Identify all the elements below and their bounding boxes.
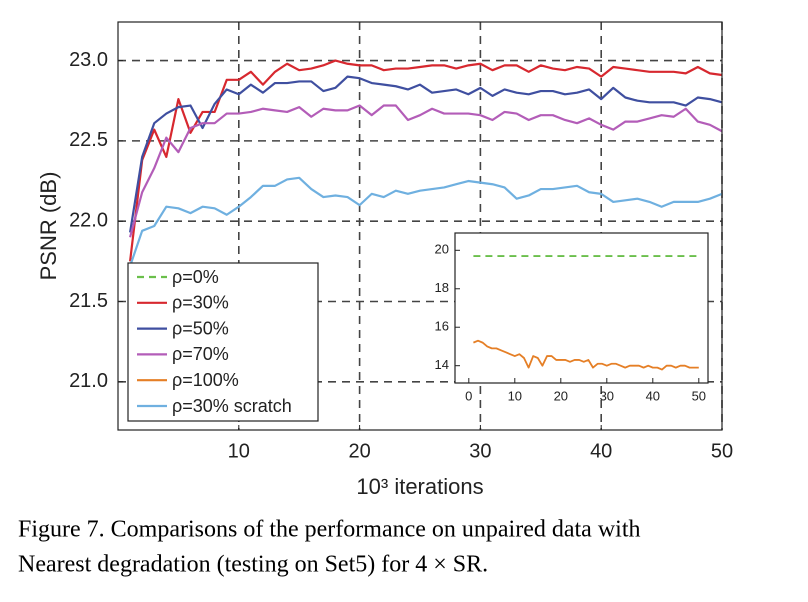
y-tick-label: 22.0 — [69, 209, 108, 231]
y-tick-label: 14 — [435, 357, 449, 372]
y-tick-label: 20 — [435, 242, 449, 257]
caption-line: Nearest degradation (testing on Set5) fo… — [18, 552, 488, 578]
x-tick-label: 50 — [692, 388, 706, 403]
y-tick-label: 23.0 — [69, 49, 108, 71]
x-tick-label: 50 — [711, 440, 733, 462]
series-line — [473, 339, 699, 371]
caption-line: Figure 7. Comparisons of the performance… — [18, 517, 641, 543]
legend-label: ρ=30% scratch — [172, 396, 292, 416]
series-line — [129, 104, 723, 238]
x-axis-label: 10³ iterations — [356, 474, 483, 499]
legend-label: ρ=50% — [172, 318, 229, 338]
axes-frame — [117, 21, 723, 431]
axes-frame — [454, 232, 709, 384]
legend-label: ρ=30% — [172, 293, 229, 313]
legend-label: ρ=100% — [172, 370, 239, 390]
x-tick-label: 10 — [228, 440, 250, 462]
x-tick-label: 0 — [465, 388, 472, 403]
x-tick-label: 40 — [646, 388, 660, 403]
y-tick-label: 16 — [435, 319, 449, 334]
x-tick-label: 20 — [348, 440, 370, 462]
plot-area — [455, 233, 708, 383]
series-line — [129, 176, 723, 267]
series-line — [128, 59, 723, 262]
y-tick-label: 21.0 — [69, 370, 108, 392]
x-tick-label: 30 — [469, 440, 491, 462]
y-tick-label: 18 — [435, 280, 449, 295]
x-tick-label: 20 — [554, 388, 568, 403]
series-line — [128, 75, 723, 233]
legend-label: ρ=70% — [172, 344, 229, 364]
y-axis-label: PSNR (dB) — [36, 172, 61, 281]
y-tick-label: 21.5 — [69, 290, 108, 312]
legend-label: ρ=0% — [172, 267, 219, 287]
x-tick-label: 10 — [508, 388, 522, 403]
legend-box — [127, 262, 319, 422]
y-tick-label: 22.5 — [69, 129, 108, 151]
x-tick-label: 40 — [590, 440, 612, 462]
x-tick-label: 30 — [600, 388, 614, 403]
